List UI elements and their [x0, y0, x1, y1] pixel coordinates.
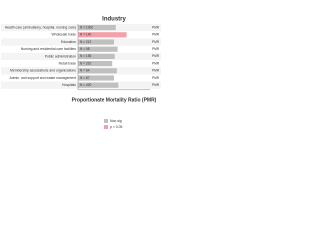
n-label: N = 310	[80, 61, 91, 65]
value-label: PMR	[152, 83, 160, 87]
legend-swatch	[104, 119, 108, 123]
bar	[78, 82, 119, 88]
category-label: Membership associations and organization…	[10, 69, 76, 73]
category-label: Education	[61, 40, 76, 44]
n-label: N = 98	[80, 47, 90, 51]
category-label: Hospitals	[62, 83, 76, 87]
n-label: N = 140	[80, 33, 91, 37]
chart-title: Industry	[102, 17, 126, 23]
value-label: PMR	[152, 76, 160, 80]
legend-swatch	[104, 125, 108, 129]
bar	[78, 53, 115, 59]
value-label: PMR	[152, 40, 160, 44]
category-label: Nursing and residential care facilities	[21, 47, 77, 51]
chart: Industry Proportionate Mortality Ratio (…	[1, 17, 161, 129]
value-label: PMR	[152, 33, 160, 37]
n-label: N = 1000	[80, 25, 93, 29]
value-label: PMR	[152, 54, 160, 58]
n-label: N = 64	[80, 69, 90, 73]
value-label: PMR	[152, 47, 160, 51]
value-label: PMR	[152, 25, 160, 29]
n-label: N = 155	[80, 54, 91, 58]
category-label: Admin. and support and waste management	[9, 76, 76, 80]
n-label: N = 420	[80, 83, 91, 87]
bar	[78, 61, 113, 67]
n-label: N = 212	[80, 40, 91, 44]
x-axis-label: Proportionate Mortality Ratio (PMR)	[72, 97, 157, 103]
bar	[78, 75, 114, 81]
value-label: PMR	[152, 69, 160, 73]
category-label: Health care (ambulatory, hospital, nursi…	[5, 25, 76, 29]
category-label: Public administration	[45, 54, 76, 58]
bar	[78, 25, 116, 31]
legend-label: Non-sig	[110, 119, 122, 123]
category-label: Wholesale trade	[51, 33, 76, 37]
category-label: Retail trade	[59, 61, 76, 65]
value-label: PMR	[152, 61, 160, 65]
bar	[78, 32, 127, 38]
bar	[78, 68, 117, 74]
bar	[78, 39, 114, 45]
bar	[78, 46, 118, 52]
legend-label: p < 0.05	[110, 125, 122, 129]
n-label: N = 87	[80, 76, 90, 80]
